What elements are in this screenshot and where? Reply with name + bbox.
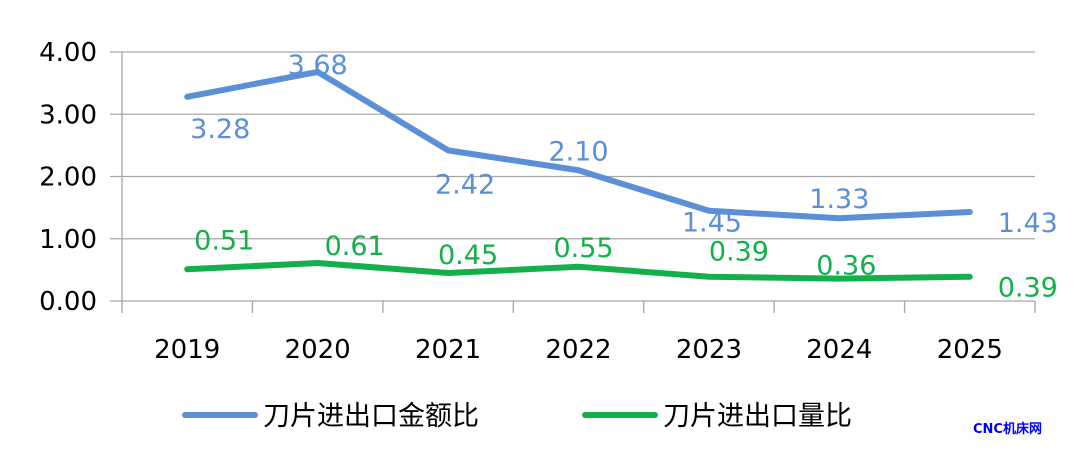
data-label: 1.45 [682, 208, 742, 239]
x-tick-label: 2019 [154, 335, 220, 365]
legend-label: 刀片进出口量比 [663, 401, 852, 432]
y-tick-label: 2.00 [39, 163, 97, 193]
data-label: 0.45 [438, 240, 498, 271]
x-tick-label: 2024 [806, 335, 872, 365]
data-label: 2.42 [435, 169, 495, 200]
data-label: 0.36 [816, 251, 876, 282]
y-tick-label: 0.00 [39, 287, 97, 317]
data-label: 0.39 [709, 237, 769, 268]
data-label: 3.68 [288, 50, 348, 81]
x-tick-label: 2020 [285, 335, 351, 365]
y-tick-label: 3.00 [39, 100, 97, 130]
watermark: CNC机床网 [973, 422, 1042, 437]
data-label: 0.39 [998, 273, 1058, 304]
legend-label: 刀片进出口金额比 [263, 401, 479, 432]
data-label: 2.10 [548, 136, 608, 167]
x-tick-label: 2025 [937, 335, 1003, 365]
x-tick-label: 2021 [415, 335, 481, 365]
data-label: 0.55 [553, 233, 613, 264]
x-tick-label: 2023 [676, 335, 742, 365]
data-label: 0.61 [325, 231, 385, 262]
y-tick-label: 4.00 [39, 38, 97, 68]
data-label: 1.43 [998, 208, 1058, 239]
data-label: 3.28 [190, 114, 250, 145]
x-tick-label: 2022 [545, 335, 611, 365]
data-label: 1.33 [809, 184, 869, 215]
y-tick-label: 1.00 [39, 225, 97, 255]
data-label: 0.51 [194, 225, 254, 256]
